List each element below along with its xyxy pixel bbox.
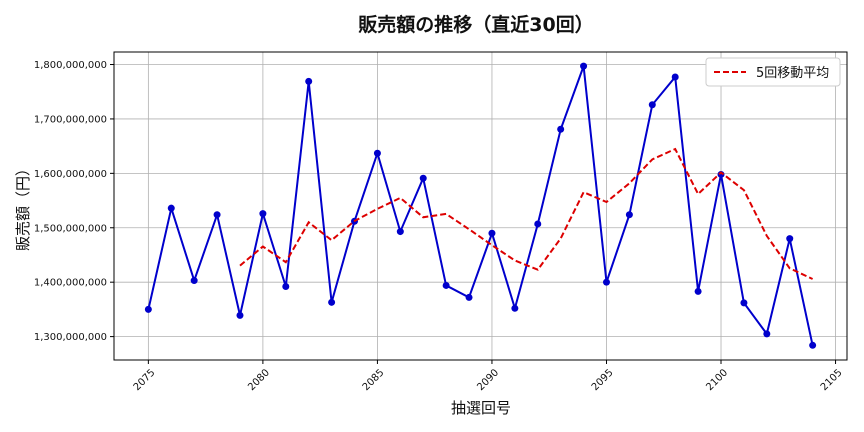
- sales-point: [442, 281, 450, 289]
- sales-point: [809, 341, 817, 349]
- x-tick-label: 2100: [704, 367, 730, 393]
- x-tick-label: 2105: [819, 367, 845, 393]
- y-tick-label: 1,300,000,000: [34, 332, 107, 343]
- y-tick-label: 1,400,000,000: [34, 278, 107, 289]
- sales-point: [213, 211, 221, 219]
- sales-point: [236, 311, 244, 319]
- sales-point: [763, 330, 771, 338]
- sales-point: [190, 277, 198, 285]
- sales-point: [144, 305, 152, 313]
- x-tick-label: 2090: [475, 367, 501, 393]
- sales-point: [373, 149, 381, 157]
- y-axis-label: 販売額（円）: [14, 161, 32, 251]
- sales-point: [625, 211, 633, 219]
- sales-point: [694, 287, 702, 295]
- sales-point: [602, 278, 610, 286]
- sales-point: [740, 299, 748, 307]
- sales-point: [419, 174, 427, 182]
- grid-lines: [114, 52, 847, 360]
- sales-point: [259, 210, 267, 218]
- sales-point: [465, 293, 473, 301]
- series-layer: [144, 62, 817, 349]
- sales-point: [511, 304, 519, 312]
- legend-box: [705, 57, 841, 87]
- sales-point: [328, 298, 336, 306]
- sales-point: [557, 125, 565, 133]
- sales-point: [396, 228, 404, 236]
- x-tick-label: 2080: [246, 367, 272, 393]
- sales-point: [534, 220, 542, 228]
- x-tick-label: 2075: [132, 367, 158, 393]
- y-tick-label: 1,600,000,000: [34, 169, 107, 180]
- sales-point: [167, 204, 175, 212]
- legend-moving-average-label: 5回移動平均: [756, 66, 829, 81]
- sales-point: [648, 101, 656, 109]
- x-axis-label: 抽選回号: [451, 399, 511, 417]
- moving-average-line: [239, 147, 814, 280]
- sales-point: [580, 62, 588, 70]
- x-tick-label: 2095: [590, 367, 616, 393]
- y-tick-label: 1,700,000,000: [34, 114, 107, 125]
- chart-title: 販売額の推移（直近30回）: [358, 13, 593, 36]
- sales-line: [147, 65, 814, 346]
- sales-point: [305, 77, 313, 85]
- sales-point: [282, 283, 290, 291]
- sales-point: [786, 235, 794, 243]
- plot-frame: [113, 51, 848, 361]
- y-tick-label: 1,800,000,000: [34, 60, 107, 71]
- y-tick-label: 1,500,000,000: [34, 223, 107, 234]
- legend: 5回移動平均: [705, 57, 841, 87]
- sales-point: [488, 229, 496, 237]
- sales-point: [671, 73, 679, 81]
- x-tick-label: 2085: [361, 367, 387, 393]
- axes: 2075 2080 2085 2090 2095 2100 2105 1,300,000,00…: [34, 60, 845, 393]
